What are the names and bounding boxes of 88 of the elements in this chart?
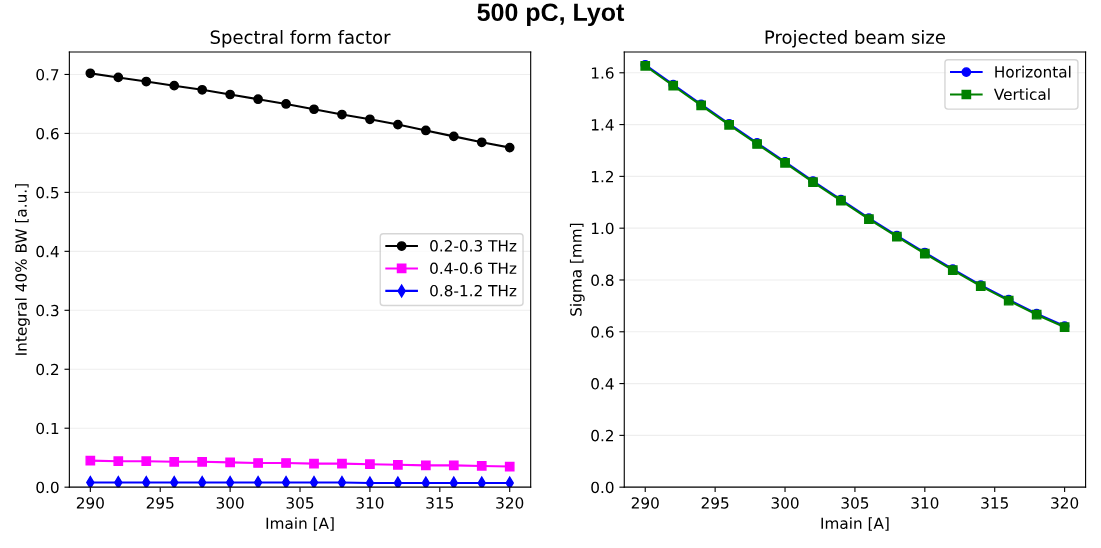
y-tick-label: 0.4 (36, 245, 59, 258)
point (141, 76, 152, 87)
point (448, 131, 459, 142)
point (505, 476, 514, 488)
point (281, 99, 291, 109)
x-tick-label: 290 (76, 497, 104, 509)
point (393, 459, 403, 470)
point (197, 84, 208, 95)
legend-label: Vertical (993, 88, 1050, 101)
point (337, 458, 347, 469)
chart-title: Projected beam size (765, 30, 945, 48)
y-tick-label: 1.6 (591, 67, 614, 79)
point (169, 475, 179, 488)
y-tick-label: 0.3 (36, 304, 59, 317)
y-tick-label: 0.7 (36, 68, 59, 81)
point (309, 475, 319, 488)
chart-title: Spectral form factor (210, 30, 391, 48)
x-tick-label: 315 (426, 497, 454, 509)
point (169, 456, 180, 467)
point (309, 104, 319, 115)
point (477, 476, 486, 488)
y-tick-label: 1.4 (591, 119, 614, 131)
point (253, 94, 263, 105)
y-axis-title: Sigma [mm] (569, 223, 585, 316)
point (421, 476, 431, 488)
x-tick-label: 315 (981, 497, 1008, 509)
x-axis-title: Imain [A] (266, 517, 334, 531)
point (141, 456, 152, 467)
point (225, 475, 235, 488)
y-tick-label: 1.0 (591, 222, 614, 235)
x-tick-label: 295 (146, 497, 174, 509)
point (197, 475, 207, 488)
y-tick-label: 1.2 (591, 170, 614, 183)
x-tick-label: 320 (1051, 497, 1079, 509)
legend-label: 0.4-0.6 THz (430, 262, 517, 275)
legend-label: 0.8-1.2 THz (430, 284, 517, 297)
x-tick-label: 295 (701, 497, 729, 509)
point (113, 456, 124, 467)
point (365, 476, 375, 488)
point (365, 114, 375, 125)
point (504, 142, 515, 153)
legend-label: Horizontal (995, 65, 1071, 78)
y-tick-label: 0.1 (36, 422, 59, 435)
legend-label: 0.2-0.3 THz (430, 240, 517, 252)
point (337, 109, 347, 120)
text: 500 pC, Lyot (477, 3, 625, 27)
point (476, 137, 487, 148)
x-tick-label: 300 (771, 497, 799, 509)
x-tick-label: 300 (216, 497, 244, 509)
point (253, 458, 263, 468)
point (281, 475, 291, 488)
y-tick-label: 0.8 (591, 274, 614, 286)
point (448, 460, 459, 471)
point (113, 72, 124, 83)
point (393, 119, 403, 130)
x-tick-label: 310 (356, 497, 384, 509)
y-tick-label: 0.2 (591, 429, 614, 442)
x-tick-label: 310 (911, 497, 939, 509)
y-tick-label: 0.4 (591, 378, 614, 390)
point (85, 455, 96, 466)
x-tick-label: 290 (631, 497, 659, 509)
point (365, 459, 375, 470)
point (420, 125, 431, 136)
point (393, 476, 403, 488)
point (225, 89, 235, 100)
point (281, 458, 291, 468)
y-tick-label: 0.6 (36, 127, 59, 140)
y-axis-title: Integral 40% BW [a.u.] (15, 184, 30, 355)
y-tick-label: 0.5 (36, 186, 59, 199)
y-tick-label: 0.0 (36, 481, 59, 494)
point (476, 461, 487, 471)
y-tick-label: 0.2 (36, 363, 59, 376)
point (309, 458, 319, 469)
point (504, 461, 515, 472)
point (197, 456, 208, 467)
y-tick-label: 0.0 (591, 481, 614, 494)
point (253, 475, 263, 488)
x-tick-label: 305 (286, 497, 314, 509)
point (85, 68, 96, 79)
x-tick-label: 305 (841, 497, 869, 509)
point (169, 80, 180, 91)
point (337, 475, 347, 488)
x-tick-label: 320 (496, 497, 524, 509)
x-axis-title: Imain [A] (821, 517, 889, 531)
point (420, 460, 431, 471)
point (449, 476, 459, 488)
y-tick-label: 0.6 (591, 326, 614, 338)
point (225, 457, 235, 468)
